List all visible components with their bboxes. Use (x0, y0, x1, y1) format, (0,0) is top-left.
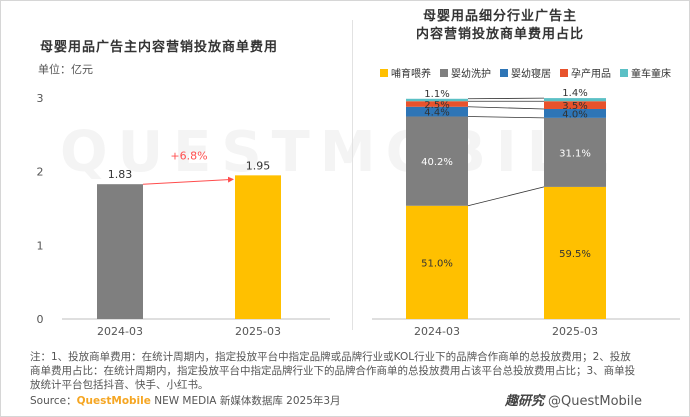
stack-seg-1-1 (544, 117, 606, 187)
legend-label: 婴幼洗护 (451, 69, 491, 80)
right-title-line1: 母婴用品细分行业广告主 (422, 9, 577, 24)
watermark-text: @QuestMobile (548, 394, 642, 409)
x-tick-label-0: 2024-03 (97, 325, 143, 338)
growth-label: +6.8% (170, 149, 207, 162)
x-tick-label-1: 2025-03 (235, 325, 281, 338)
watermark-logo: 趣研究 (505, 394, 545, 409)
stack-label-4-1: 1.4% (562, 88, 587, 99)
stack-seg-2-1 (544, 108, 606, 118)
source-brand: QuestMobile (76, 395, 151, 407)
growth-arrow (142, 176, 234, 185)
stack-label-4-0: 1.1% (424, 89, 449, 100)
left-chart-title: 母婴用品广告主内容营销投放商单费用 (40, 40, 279, 55)
legend-swatch (620, 68, 628, 77)
stack-label-3-1: 3.5% (562, 101, 587, 112)
legend-swatch (440, 68, 448, 77)
legend-swatch (500, 68, 508, 77)
right-title-line2: 内容营销投放商单费用占比 (415, 27, 584, 42)
legend-swatch (380, 68, 388, 77)
background-watermark: QUESTMOBILE (60, 120, 621, 185)
stack-seg-3-1 (544, 101, 606, 109)
stack-seg-4-0 (406, 98, 468, 102)
connector-line-2 (467, 106, 545, 110)
stack-label-0-0: 51.0% (421, 258, 453, 269)
bar-2024-03 (97, 184, 143, 319)
bar-value-label-0: 1.83 (108, 168, 133, 181)
stack-label-2-1: 4.0% (562, 109, 587, 120)
bar-value-label-1: 1.95 (246, 159, 271, 172)
legend: 哺育喂养 婴幼洗护 婴幼寝居 孕产用品 童车童床 (380, 65, 671, 80)
legend-label: 孕产用品 (571, 69, 611, 80)
legend-label: 哺育喂养 (391, 69, 431, 80)
legend-label: 婴幼寝居 (511, 69, 551, 80)
stack-seg-0-0 (406, 205, 468, 319)
legend-swatch (560, 68, 568, 77)
unit-label: 单位：亿元 (38, 63, 93, 76)
source-rest: NEW MEDIA 新媒体数据库 2025年3月 (150, 395, 341, 407)
left-bar-chart: 0 1 2 3 1.83 2024-03 1.95 2025-03 +6.8% (37, 92, 330, 338)
connector-line-0 (467, 186, 545, 207)
connector-line-1 (467, 116, 545, 119)
stack-seg-0-1 (544, 186, 606, 319)
legend-label: 童车童床 (631, 69, 671, 80)
right-stacked-chart: 51.0% 40.2% 4.4%2.5%1.1% 2024-03 59.5% 31.1% 4… (372, 88, 680, 338)
corner-watermark: 趣研究 @QuestMobile (505, 390, 642, 409)
footnotes: 注：1、投放商单费用：在统计周期内，指定投放平台中指定品牌或品牌行业或KOL行业… (30, 351, 636, 391)
right-chart-title: 母婴用品细分行业广告主 内容营销投放商单费用占比 (390, 8, 610, 44)
stack-label-1-1: 31.1% (559, 148, 591, 159)
legend-item: 哺育喂养 (380, 65, 431, 80)
stack-seg-3-0 (406, 101, 468, 107)
stack-label-3-0: 2.5% (424, 100, 449, 111)
legend-item: 童车童床 (620, 65, 671, 80)
bar-2025-03 (235, 175, 281, 319)
x-tick-label-right-0: 2024-03 (414, 325, 460, 338)
source-prefix: Source： (30, 395, 77, 407)
source-line: Source：QuestMobile NEW MEDIA 新媒体数据库 2025… (30, 393, 341, 408)
stack-seg-1-0 (406, 116, 468, 206)
y-tick-label-3: 3 (37, 92, 44, 105)
y-tick-label-0: 0 (37, 313, 44, 326)
connector-line-4 (467, 97, 545, 100)
legend-item: 婴幼寝居 (500, 65, 551, 80)
stack-seg-4-1 (544, 98, 606, 102)
legend-item: 婴幼洗护 (440, 65, 491, 80)
stack-label-0-1: 59.5% (559, 249, 591, 260)
panel-divider (352, 20, 353, 330)
y-tick-label-2: 2 (37, 166, 44, 179)
stack-seg-2-0 (406, 106, 468, 117)
y-tick-label-1: 1 (37, 239, 44, 252)
x-tick-label-right-1: 2025-03 (552, 325, 598, 338)
stack-label-2-0: 4.4% (424, 108, 449, 119)
stack-label-1-0: 40.2% (421, 157, 453, 168)
legend-item: 孕产用品 (560, 65, 611, 80)
